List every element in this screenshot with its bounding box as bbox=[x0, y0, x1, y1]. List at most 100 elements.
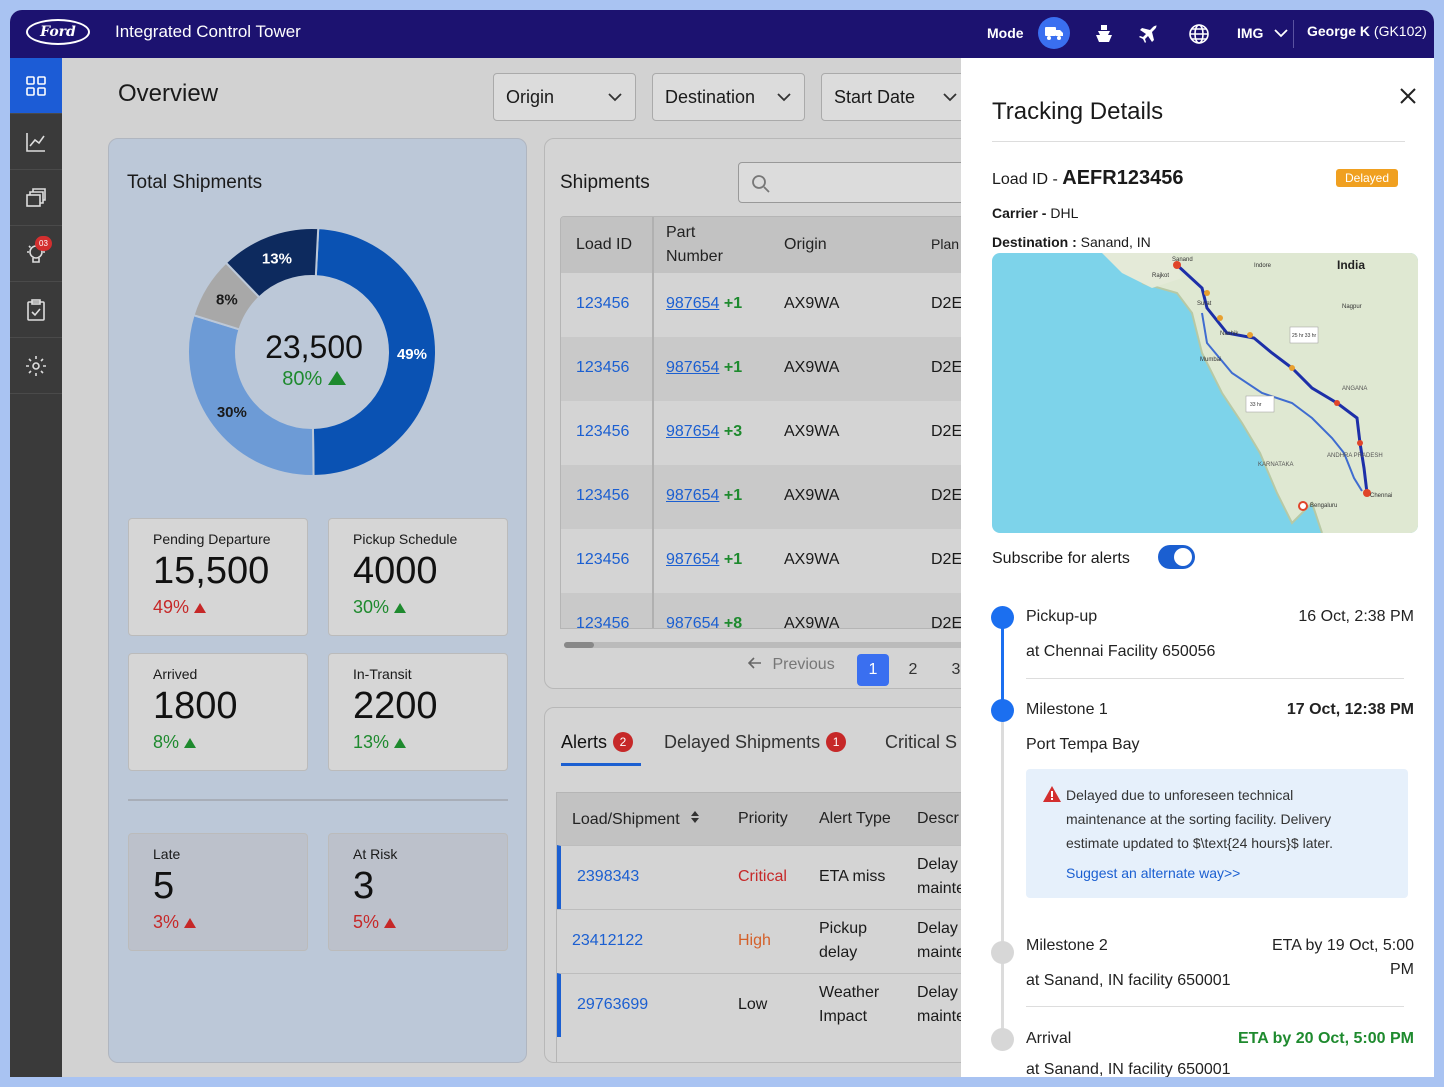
sidebar-item-insights[interactable]: 03 bbox=[10, 226, 62, 282]
part-link[interactable]: 987654 bbox=[666, 295, 720, 312]
route-marker[interactable] bbox=[1334, 400, 1340, 406]
stat-late[interactable]: Late 5 3% bbox=[128, 833, 308, 951]
table-row[interactable]: 23412122 High Pickup delay Delay mainte bbox=[557, 909, 983, 973]
plan-cell: D2E bbox=[931, 551, 963, 568]
stat-at-risk[interactable]: At Risk 3 5% bbox=[328, 833, 508, 951]
col-number[interactable]: Number bbox=[666, 248, 723, 265]
tab-critical[interactable]: Critical S bbox=[885, 732, 958, 752]
table-row[interactable]: 123456 987654 +1 AX9WA D2E bbox=[561, 465, 983, 529]
sidebar-item-dashboard[interactable] bbox=[10, 58, 62, 114]
truck-mode-button[interactable] bbox=[1038, 17, 1070, 49]
load-id-link[interactable]: 123456 bbox=[576, 295, 630, 312]
alternate-route-link[interactable]: Suggest an alternate way>> bbox=[1066, 865, 1241, 881]
col-description[interactable]: Descr bbox=[917, 810, 959, 827]
col-part[interactable]: Part bbox=[666, 224, 696, 241]
search-input[interactable] bbox=[738, 162, 983, 203]
part-link[interactable]: 987654 bbox=[666, 551, 720, 568]
layers-icon bbox=[26, 187, 46, 207]
route-marker[interactable] bbox=[1357, 440, 1363, 446]
route-map[interactable]: India Sanand Rajkot Surat Indore Nashik … bbox=[992, 253, 1418, 533]
part-extra[interactable]: +1 bbox=[723, 551, 743, 568]
table-row[interactable]: 123456 987654 +1 AX9WA D2E bbox=[561, 529, 983, 593]
total-shipments-card: Total Shipments 49% 30% 8% 13% 23,500 80% P… bbox=[108, 138, 527, 1063]
page-2-button[interactable]: 2 bbox=[908, 661, 918, 678]
table-row[interactable]: 29763699 Low Weather Impact Delay mainte bbox=[557, 973, 983, 1037]
subscribe-toggle[interactable] bbox=[1158, 545, 1195, 569]
route-marker[interactable] bbox=[1289, 365, 1295, 371]
stat-pending-departure[interactable]: Pending Departure 15,500 49% bbox=[128, 518, 308, 636]
destination-marker[interactable] bbox=[1363, 489, 1371, 497]
part-extra[interactable]: +1 bbox=[723, 487, 743, 504]
page-1-button[interactable]: 1 bbox=[857, 654, 889, 686]
part-link[interactable]: 987654 bbox=[666, 423, 720, 440]
shipment-link[interactable]: 29763699 bbox=[577, 996, 649, 1013]
part-link[interactable]: 987654 bbox=[666, 359, 720, 376]
air-mode-button[interactable] bbox=[1137, 22, 1161, 46]
col-plan[interactable]: Plan bbox=[931, 236, 960, 252]
stat-in-transit[interactable]: In-Transit 2200 13% bbox=[328, 653, 508, 771]
ship-mode-button[interactable] bbox=[1092, 22, 1116, 46]
route-marker[interactable] bbox=[1217, 315, 1223, 321]
col-load-id[interactable]: Load ID bbox=[576, 236, 633, 253]
stat-pickup-schedule[interactable]: Pickup Schedule 4000 30% bbox=[328, 518, 508, 636]
table-row[interactable]: 123456 987654 +3 AX9WA D2E bbox=[561, 401, 983, 465]
scrollbar-thumb[interactable] bbox=[564, 642, 594, 648]
top-bar: Ford Integrated Control Tower Mode IMG G… bbox=[10, 10, 1434, 58]
horizontal-scrollbar[interactable] bbox=[564, 642, 983, 648]
donut-slice[interactable] bbox=[311, 227, 437, 478]
part-link[interactable]: 987654 bbox=[666, 615, 720, 629]
page-3-button[interactable]: 3 bbox=[951, 661, 961, 678]
table-row[interactable]: 123456 987654 +1 AX9WA D2E bbox=[561, 273, 983, 337]
shipment-link[interactable]: 23412122 bbox=[572, 932, 644, 949]
route-marker[interactable] bbox=[1204, 290, 1210, 296]
part-link[interactable]: 987654 bbox=[666, 487, 720, 504]
stat-value: 15,500 bbox=[153, 550, 270, 592]
sidebar-item-shipments[interactable] bbox=[10, 170, 62, 226]
sidebar: 03 bbox=[10, 58, 62, 1077]
col-load-shipment[interactable]: Load/Shipment bbox=[572, 810, 700, 829]
sidebar-item-tasks[interactable] bbox=[10, 282, 62, 338]
donut-slice[interactable] bbox=[224, 227, 320, 299]
close-icon[interactable] bbox=[1398, 86, 1418, 106]
col-priority[interactable]: Priority bbox=[738, 810, 788, 827]
table-row[interactable]: 123456 987654 +8 AX9WA D2E bbox=[561, 593, 983, 629]
part-extra[interactable]: +3 bbox=[723, 423, 743, 440]
note-text: maintenance at the sorting facility. Del… bbox=[1066, 811, 1332, 827]
start-date-filter[interactable]: Start Date bbox=[821, 73, 971, 121]
load-id-link[interactable]: 123456 bbox=[576, 487, 630, 504]
load-id-link[interactable]: 123456 bbox=[576, 615, 630, 629]
col-origin[interactable]: Origin bbox=[784, 236, 827, 253]
origin-filter[interactable]: Origin bbox=[493, 73, 636, 121]
chevron-down-icon[interactable] bbox=[1272, 24, 1290, 42]
origin-marker[interactable] bbox=[1173, 261, 1181, 269]
part-extra[interactable]: +1 bbox=[723, 295, 743, 312]
language-button[interactable] bbox=[1187, 22, 1211, 46]
city-marker[interactable] bbox=[1298, 501, 1308, 511]
milestone-dot bbox=[991, 606, 1014, 629]
shipment-link[interactable]: 2398343 bbox=[577, 868, 640, 885]
stat-arrived[interactable]: Arrived 1800 8% bbox=[128, 653, 308, 771]
part-extra[interactable]: +1 bbox=[723, 359, 743, 376]
load-id-link[interactable]: 123456 bbox=[576, 551, 630, 568]
donut-slice[interactable] bbox=[187, 313, 315, 477]
tab-delayed-shipments[interactable]: Delayed Shipments 1 bbox=[664, 732, 847, 753]
sort-icon[interactable] bbox=[690, 810, 700, 824]
part-extra[interactable]: +8 bbox=[723, 615, 743, 629]
table-row[interactable]: 123456 987654 +1 AX9WA D2E bbox=[561, 337, 983, 401]
load-id-link[interactable]: 123456 bbox=[576, 423, 630, 440]
sidebar-item-settings[interactable] bbox=[10, 338, 62, 394]
ford-logo[interactable]: Ford bbox=[26, 19, 90, 45]
chevron-down-icon bbox=[943, 93, 957, 102]
origin-cell: AX9WA bbox=[784, 615, 840, 629]
user-menu[interactable]: George K (GK102) bbox=[1307, 23, 1427, 39]
previous-page-button[interactable]: Previous bbox=[747, 656, 835, 674]
description-cell: mainte bbox=[917, 1008, 966, 1025]
destination-filter[interactable]: Destination bbox=[652, 73, 805, 121]
col-alert-type[interactable]: Alert Type bbox=[819, 810, 891, 827]
route-marker[interactable] bbox=[1247, 332, 1253, 338]
region-selector[interactable]: IMG bbox=[1237, 25, 1264, 41]
load-id-link[interactable]: 123456 bbox=[576, 359, 630, 376]
tab-alerts[interactable]: Alerts 2 bbox=[561, 732, 634, 753]
sidebar-item-analytics[interactable] bbox=[10, 114, 62, 170]
table-row[interactable]: 2398343 Critical ETA miss Delay mainte bbox=[557, 845, 983, 909]
